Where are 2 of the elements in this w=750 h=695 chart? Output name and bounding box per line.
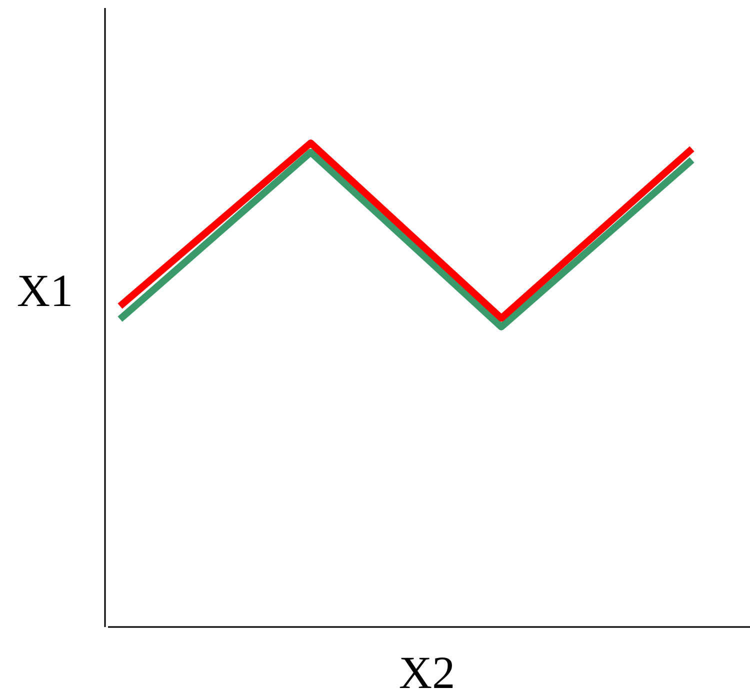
y-axis-title: X1 — [16, 265, 74, 316]
x-axis-title: X2 — [398, 647, 456, 695]
